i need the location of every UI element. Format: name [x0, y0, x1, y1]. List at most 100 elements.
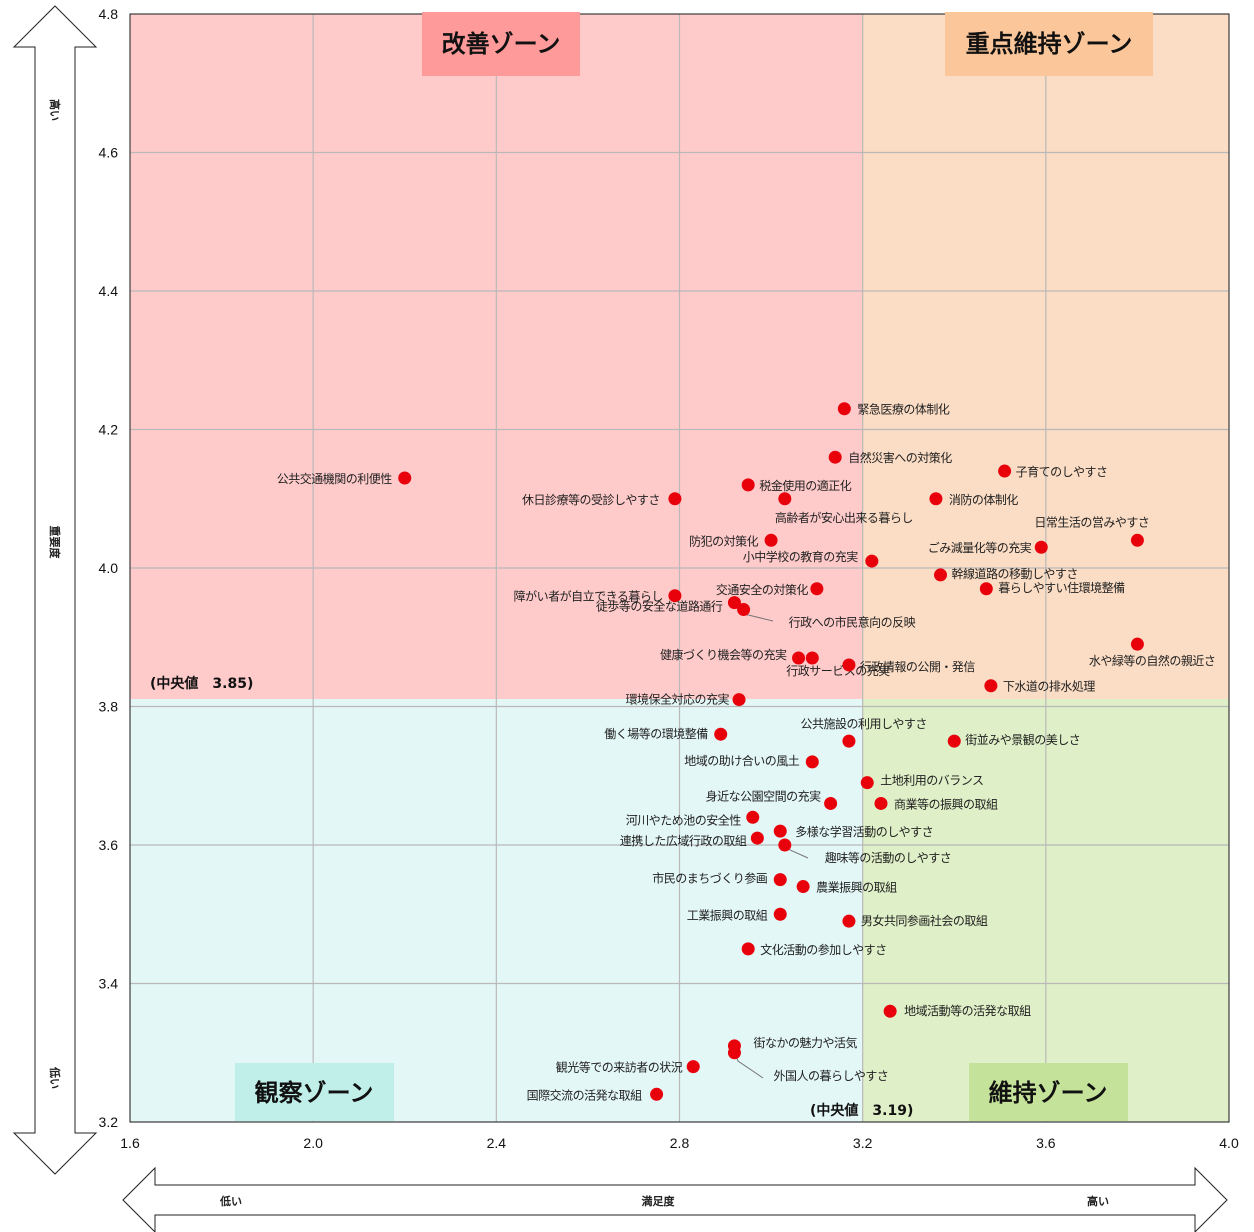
y-tick-label: 3.4 — [99, 976, 119, 992]
data-point-label: 市民のまちづくり参画 — [652, 871, 767, 886]
y-axis-low-label: 低い — [48, 1066, 62, 1089]
data-point-marker — [792, 651, 806, 665]
data-point: 交通安全の対策化 — [716, 582, 824, 597]
y-tick-label: 4.4 — [99, 283, 119, 299]
data-point: 地域の助け合いの風土 — [684, 753, 819, 769]
data-point-label: 多様な学習活動のしやすさ — [795, 824, 933, 839]
data-point-label: 行政情報の公開・発信 — [860, 660, 976, 674]
x-tick-label: 1.6 — [120, 1135, 140, 1151]
zone-label-priority-maintenance: 重点維持ゾーン — [945, 12, 1153, 76]
data-point-label: 暮らしやすい住環境整備 — [998, 580, 1125, 595]
data-point-label: 商業等の振興の取組 — [894, 796, 998, 811]
data-point-label: 自然災害への対策化 — [848, 450, 952, 465]
x-tick-label: 4.0 — [1219, 1135, 1239, 1151]
data-point: 行政情報の公開・発信 — [842, 658, 976, 674]
y-tick-label: 4.8 — [99, 6, 119, 22]
x-tick-label: 2.8 — [670, 1135, 690, 1151]
data-point-marker — [984, 679, 998, 693]
data-point-label: 防犯の対策化 — [689, 533, 759, 548]
data-point: 男女共同参画社会の取組 — [842, 913, 988, 928]
data-point: 行政への市民意向の反映 — [737, 603, 916, 630]
data-point-marker — [732, 693, 746, 707]
zone-label-observation: 観察ゾーン — [235, 1063, 394, 1121]
data-point-marker — [828, 450, 842, 464]
data-point-label: 地域の助け合いの風土 — [684, 753, 800, 768]
data-point: 休日診療等の受診しやすさ — [522, 492, 682, 507]
data-point-marker — [778, 838, 792, 852]
data-point-marker — [874, 796, 888, 810]
data-point-label: 働く場等の環境整備 — [604, 726, 708, 741]
data-point: 市民のまちづくり参画 — [652, 871, 787, 887]
y-tick-label: 3.2 — [99, 1114, 119, 1130]
y-tick-label: 4.0 — [99, 560, 119, 576]
data-point-label: 行政サービスの充実 — [786, 663, 890, 678]
data-point-label: 外国人の暮らしやすさ — [773, 1069, 888, 1083]
data-point: 健康づくり機会等の充実 — [660, 647, 806, 665]
data-point-label: 公共交通機関の利便性 — [277, 471, 393, 486]
data-point-label: 地域活動等の活発な取組 — [904, 1004, 1031, 1018]
x-axis-high-label: 高い — [1087, 1194, 1109, 1208]
data-point-marker — [668, 492, 682, 506]
data-point-label: 国際交流の活発な取組 — [527, 1087, 643, 1102]
data-point-marker — [1130, 533, 1144, 547]
data-point: 幹線道路の移動しやすさ — [934, 566, 1078, 582]
data-point: 国際交流の活発な取組 — [527, 1087, 664, 1102]
data-point: 地域活動等の活発な取組 — [883, 1004, 1032, 1018]
y-median-label: (中央値 3.85) — [150, 675, 253, 692]
data-point: 小中学校の教育の充実 — [743, 549, 879, 568]
zone-label-improvement: 改善ゾーン — [422, 12, 580, 76]
data-point-label: 消防の体制化 — [949, 492, 1019, 507]
y-tick-label: 3.6 — [99, 837, 119, 853]
data-point-label: 交通安全の対策化 — [716, 582, 809, 597]
data-point: 連携した広域行政の取組 — [620, 831, 764, 848]
data-point-label: 文化活動の参加しやすさ — [760, 942, 886, 957]
data-point: 緊急医療の体制化 — [837, 402, 950, 417]
data-point-marker — [810, 582, 824, 596]
data-point-marker — [764, 533, 778, 547]
data-point-label: 観光等での来訪者の状況 — [556, 1060, 683, 1075]
x-tick-label: 2.0 — [303, 1135, 323, 1151]
data-point-label: 幹線道路の移動しやすさ — [952, 566, 1078, 581]
data-point-marker — [796, 880, 810, 894]
data-point-label: 税金使用の適正化 — [759, 478, 852, 493]
data-point-marker — [979, 582, 993, 596]
data-point-marker — [929, 492, 943, 506]
data-point-marker — [778, 492, 792, 506]
double-arrow-icon — [122, 1166, 1228, 1232]
y-axis-arrow: 高い 重要度 低い — [12, 5, 98, 1175]
data-point-marker — [805, 651, 819, 665]
data-point-marker — [727, 596, 741, 610]
data-point: 徒歩等の安全な道路通行 — [596, 596, 741, 614]
y-axis-high-label: 高い — [48, 99, 62, 121]
y-axis-title: 重要度 — [48, 526, 62, 560]
data-point-marker — [741, 942, 755, 956]
data-point-label: 日常生活の営みやすさ — [1034, 515, 1149, 529]
data-point-marker — [947, 734, 961, 748]
data-point-marker — [746, 810, 760, 824]
data-point-marker — [773, 824, 787, 838]
data-point: 障がい者が自立できる暮らし — [514, 589, 682, 604]
x-median-label: (中央値 3.19) — [810, 1102, 913, 1119]
data-point-marker — [934, 568, 948, 582]
x-tick-label: 2.4 — [487, 1135, 507, 1151]
plot-frame — [129, 13, 1230, 1123]
data-point-label: 工業振興の取組 — [687, 908, 768, 922]
data-point: ごみ減量化等の充実 — [928, 540, 1048, 555]
data-point: 働く場等の環境整備 — [604, 726, 728, 741]
data-point: 身近な公園空間の充実 — [706, 788, 838, 810]
data-point: 河川やため池の安全性 — [626, 810, 760, 827]
data-point: 自然災害への対策化 — [828, 450, 953, 465]
data-point: 下水道の排水処理 — [984, 679, 1096, 694]
data-point-label: ごみ減量化等の充実 — [928, 540, 1032, 555]
data-point-label: 農業振興の取組 — [816, 881, 897, 895]
data-point-marker — [865, 554, 879, 568]
zone-label-text: 改善ゾーン — [442, 30, 561, 58]
y-tick-labels: 3.2 3.4 3.6 3.8 4.0 4.2 4.4 4.6 4.8 — [99, 6, 119, 1130]
data-point: 日常生活の営みやすさ — [1034, 515, 1150, 547]
data-point-marker — [686, 1060, 700, 1074]
data-point-label: 休日診療等の受診しやすさ — [522, 492, 660, 507]
data-point: 土地利用のバランス — [860, 774, 984, 790]
data-point: 消防の体制化 — [929, 492, 1019, 507]
